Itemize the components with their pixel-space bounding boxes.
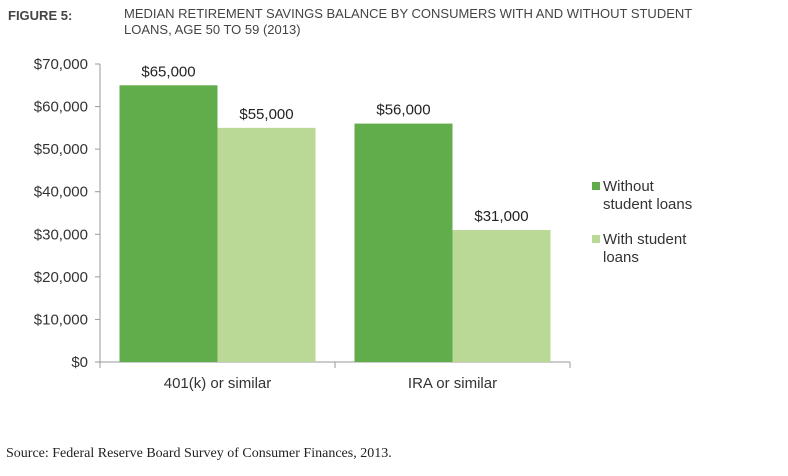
legend-label-with-line-2: loans xyxy=(603,249,639,266)
y-tick-label: $50,000 xyxy=(34,141,88,158)
bar-value-label: $56,000 xyxy=(376,102,430,119)
legend-label-without: Without student loans xyxy=(603,178,773,214)
y-tick-label: $0 xyxy=(71,354,88,371)
legend-swatch-with xyxy=(592,235,600,243)
bar-chart: $0 $10,000 $20,000 $30,000 $40,000 $50,000 $60… xyxy=(34,56,571,392)
legend-label-with-line-1: With student xyxy=(603,231,687,248)
legend-label-without-line-1: Without xyxy=(603,178,654,195)
source-note: Source: Federal Reserve Board Survey of … xyxy=(6,446,392,461)
x-category-label: 401(k) or similar xyxy=(164,375,272,392)
chart-title-line-2: LOANS, AGE 50 TO 59 (2013) xyxy=(124,22,301,37)
y-tick-label: $40,000 xyxy=(34,184,88,201)
x-category-label: IRA or similar xyxy=(408,375,497,392)
bar xyxy=(354,123,453,362)
bar xyxy=(119,85,218,363)
chart-title-line-1: MEDIAN RETIREMENT SAVINGS BALANCE BY CON… xyxy=(124,6,693,21)
bar xyxy=(452,230,551,362)
legend-swatch-without xyxy=(592,182,600,190)
y-tick-label: $30,000 xyxy=(34,226,88,243)
legend-label-without-line-2: student loans xyxy=(603,196,693,213)
chart-title: MEDIAN RETIREMENT SAVINGS BALANCE BY CON… xyxy=(124,6,784,38)
bar-value-label: $55,000 xyxy=(239,106,293,123)
y-tick-label: $20,000 xyxy=(34,269,88,286)
y-tick-label: $10,000 xyxy=(34,311,88,328)
y-tick-label: $60,000 xyxy=(34,99,88,116)
bar-value-label: $31,000 xyxy=(474,208,528,225)
legend-label-with: With student loans xyxy=(603,231,773,267)
bar-value-label: $65,000 xyxy=(141,63,195,80)
figure-label: FIGURE 5: xyxy=(8,8,73,23)
y-tick-label: $70,000 xyxy=(34,56,88,73)
bar xyxy=(217,127,316,362)
